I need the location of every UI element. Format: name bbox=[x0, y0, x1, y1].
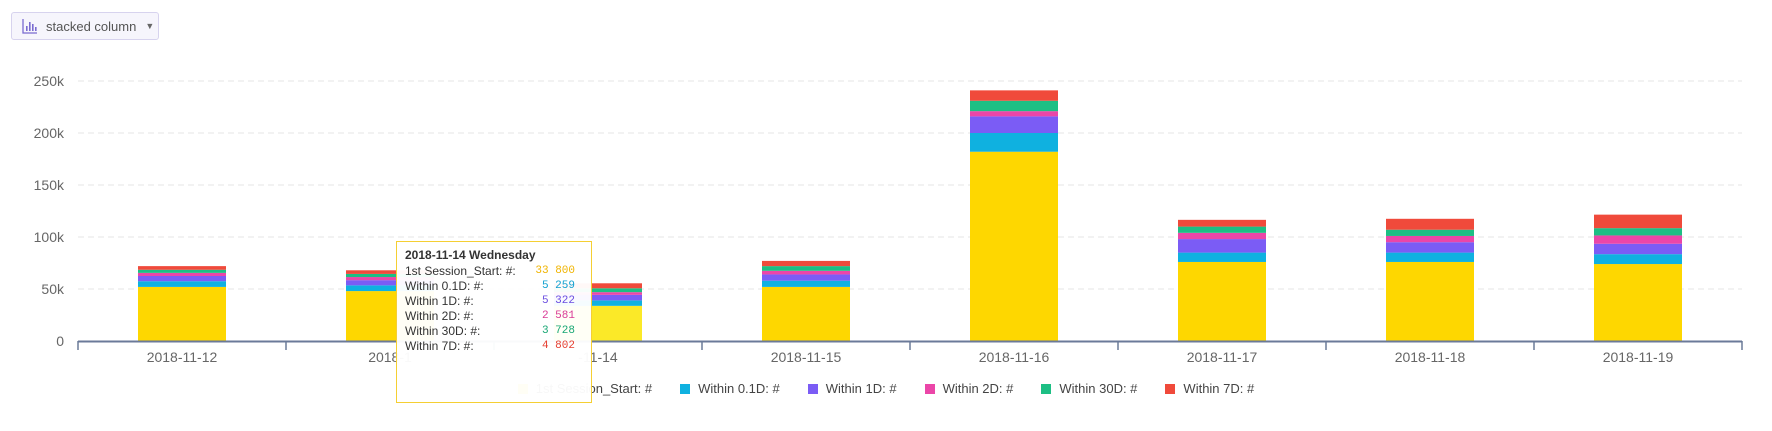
bar-segment[interactable] bbox=[346, 273, 434, 278]
bar-segment[interactable] bbox=[1594, 264, 1682, 341]
tooltip-row-label: Within 2D: #: bbox=[405, 309, 474, 323]
bar-segment[interactable] bbox=[1386, 229, 1474, 236]
tooltip-row-label: Within 7D: #: bbox=[405, 339, 474, 353]
chevron-down-icon: ▼ bbox=[145, 21, 155, 31]
bar-segment[interactable] bbox=[762, 260, 850, 267]
chart-type-dropdown[interactable]: stacked column ▼ bbox=[11, 12, 159, 40]
x-tick-label: 2018-11-12 bbox=[147, 349, 218, 365]
legend-label: Within 7D: # bbox=[1183, 381, 1255, 396]
legend-label: Within 2D: # bbox=[942, 381, 1014, 396]
chart-tooltip: 2018-11-14 Wednesday 1st Session_Start: … bbox=[396, 241, 592, 403]
legend-swatch bbox=[1165, 383, 1176, 394]
y-tick-label: 200k bbox=[34, 125, 65, 141]
bar-segment[interactable] bbox=[346, 285, 434, 292]
tooltip-row-label: Within 1D: #: bbox=[405, 294, 474, 308]
bar-chart-icon bbox=[22, 18, 38, 34]
bar-segment[interactable] bbox=[1178, 239, 1266, 253]
bar-segment[interactable] bbox=[1178, 232, 1266, 240]
legend-item[interactable]: Within 0.1D: # bbox=[680, 381, 780, 396]
y-tick-label: 0 bbox=[56, 333, 64, 349]
tooltip-row-value: 5 259 bbox=[541, 280, 575, 292]
tooltip-row-value: 5 322 bbox=[541, 295, 575, 307]
bar-segment[interactable] bbox=[970, 151, 1058, 341]
tooltip-row: Within 0.1D: #: 5 259 bbox=[405, 279, 583, 294]
tooltip-row-value: 4 802 bbox=[541, 340, 575, 352]
bar-segment[interactable] bbox=[762, 280, 850, 287]
tooltip-row: Within 30D: #: 3 728 bbox=[405, 324, 583, 339]
tooltip-row: Within 1D: #: 5 322 bbox=[405, 294, 583, 309]
bar-segment[interactable] bbox=[138, 281, 226, 287]
chart-type-label: stacked column bbox=[46, 18, 137, 34]
bar-segment[interactable] bbox=[970, 100, 1058, 112]
legend-label: Within 30D: # bbox=[1059, 381, 1138, 396]
bar-segment[interactable] bbox=[1178, 226, 1266, 233]
bar-segment[interactable] bbox=[1594, 243, 1682, 255]
bar-segment[interactable] bbox=[138, 286, 226, 341]
tooltip-row-label: 1st Session_Start: #: bbox=[405, 264, 516, 278]
tooltip-row-label: Within 30D: #: bbox=[405, 324, 481, 338]
bar-segment[interactable] bbox=[138, 272, 226, 276]
bar-segment[interactable] bbox=[970, 90, 1058, 101]
legend-label: Within 1D: # bbox=[825, 381, 897, 396]
legend-item[interactable]: Within 7D: # bbox=[1165, 381, 1254, 396]
y-tick-label: 250k bbox=[34, 73, 65, 89]
tooltip-row-label: Within 0.1D: #: bbox=[405, 279, 484, 293]
bar-segment[interactable] bbox=[970, 133, 1058, 152]
chart-legend: 1st Session_Start: # Within 0.1D: # Within… bbox=[0, 381, 1772, 396]
bar-segment[interactable] bbox=[138, 266, 226, 270]
legend-swatch bbox=[807, 383, 818, 394]
y-tick-label: 50k bbox=[41, 281, 65, 297]
bar-segment[interactable] bbox=[762, 274, 850, 281]
bar-segment[interactable] bbox=[554, 294, 642, 301]
bar-segment[interactable] bbox=[138, 276, 226, 282]
bar-segment[interactable] bbox=[762, 270, 850, 275]
bar-segment[interactable] bbox=[970, 111, 1058, 117]
bar-segment[interactable] bbox=[1178, 261, 1266, 341]
bar-segment[interactable] bbox=[1178, 252, 1266, 262]
tooltip-row: Within 7D: #: 4 802 bbox=[405, 339, 583, 354]
bar-segment[interactable] bbox=[138, 269, 226, 273]
bar-segment[interactable] bbox=[1386, 252, 1474, 262]
legend-item[interactable]: Within 30D: # bbox=[1041, 381, 1137, 396]
bar-segment[interactable] bbox=[554, 292, 642, 295]
bar-segment[interactable] bbox=[970, 116, 1058, 133]
legend-swatch bbox=[680, 383, 691, 394]
bar-segment[interactable] bbox=[1178, 219, 1266, 227]
legend-swatch bbox=[924, 383, 935, 394]
tooltip-row: Within 2D: #: 2 581 bbox=[405, 309, 583, 324]
tooltip-row-value: 2 581 bbox=[541, 310, 575, 322]
tooltip-title: 2018-11-14 Wednesday bbox=[405, 248, 536, 262]
x-tick-label: 2018-11-16 bbox=[979, 349, 1050, 365]
tooltip-row-value: 3 728 bbox=[541, 325, 575, 337]
bar-segment[interactable] bbox=[1594, 214, 1682, 229]
tooltip-row: 1st Session_Start: #: 33 800 bbox=[405, 264, 583, 279]
bar-segment[interactable] bbox=[346, 277, 434, 281]
bar-segment[interactable] bbox=[346, 270, 434, 274]
x-tick-label: 2018-11-15 bbox=[771, 349, 842, 365]
legend-item[interactable]: Within 1D: # bbox=[807, 381, 897, 396]
legend-swatch bbox=[1041, 383, 1052, 394]
bar-segment[interactable] bbox=[762, 286, 850, 341]
bar-segment[interactable] bbox=[1594, 228, 1682, 236]
bar-segment[interactable] bbox=[554, 300, 642, 306]
tooltip-row-value: 33 800 bbox=[535, 265, 575, 277]
bar-segment[interactable] bbox=[554, 288, 642, 293]
bar-segment[interactable] bbox=[1594, 235, 1682, 244]
x-tick-label: 2018-11-18 bbox=[1395, 349, 1466, 365]
bar-segment[interactable] bbox=[346, 280, 434, 286]
bar-segment[interactable] bbox=[554, 283, 642, 289]
y-tick-label: 100k bbox=[34, 229, 65, 245]
y-tick-label: 150k bbox=[34, 177, 65, 193]
bar-segment[interactable] bbox=[1386, 218, 1474, 230]
bar-segment[interactable] bbox=[1386, 242, 1474, 253]
x-tick-label: 2018-11-19 bbox=[1603, 349, 1674, 365]
legend-label: Within 0.1D: # bbox=[698, 381, 780, 396]
x-tick-label: 2018-11-17 bbox=[1187, 349, 1258, 365]
bar-segment[interactable] bbox=[1386, 261, 1474, 341]
bar-segment[interactable] bbox=[1594, 254, 1682, 265]
bar-segment[interactable] bbox=[762, 266, 850, 271]
legend-item[interactable]: Within 2D: # bbox=[924, 381, 1014, 396]
bar-segment[interactable] bbox=[1386, 235, 1474, 243]
